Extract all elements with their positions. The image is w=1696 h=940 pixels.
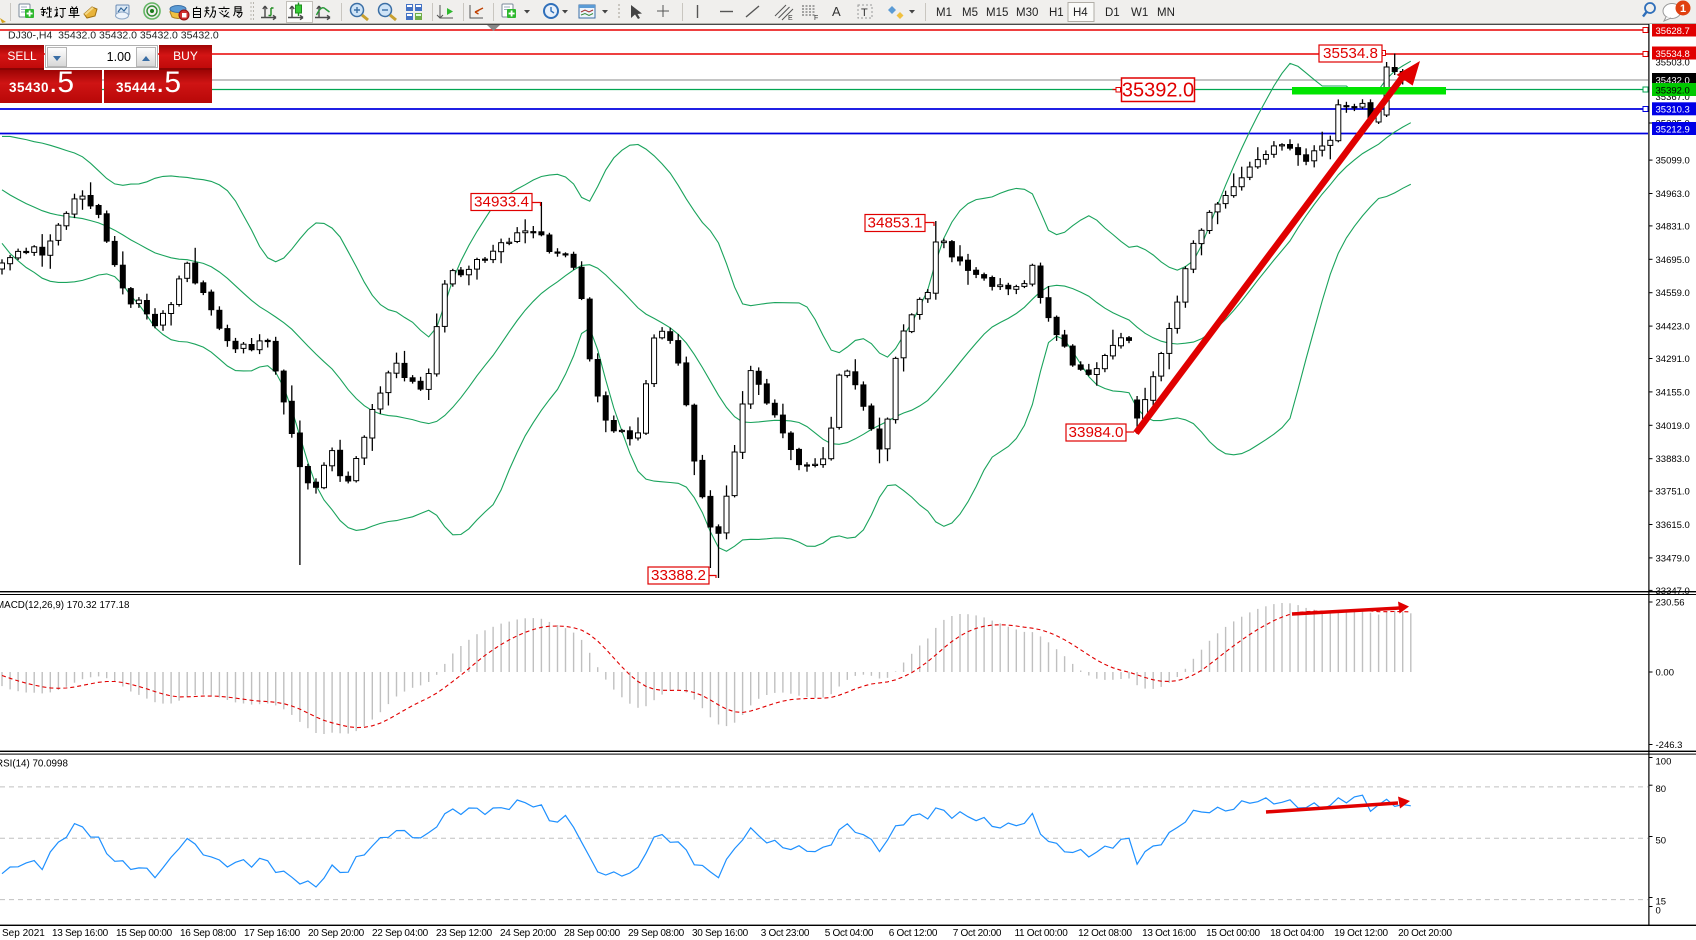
- svg-text:50: 50: [1656, 836, 1667, 847]
- svg-text:6 Oct 12:00: 6 Oct 12:00: [889, 928, 938, 939]
- svg-text:33984.0: 33984.0: [1069, 424, 1124, 441]
- svg-text:30 Sep 16:00: 30 Sep 16:00: [692, 928, 749, 939]
- svg-text:Sep 2021: Sep 2021: [2, 928, 45, 939]
- svg-text:1: 1: [1680, 3, 1686, 15]
- svg-text:22 Sep 04:00: 22 Sep 04:00: [372, 928, 429, 939]
- svg-text:34423.0: 34423.0: [1656, 322, 1690, 333]
- svg-text:7 Oct 20:00: 7 Oct 20:00: [953, 928, 1002, 939]
- svg-text:20 Oct 20:00: 20 Oct 20:00: [1398, 928, 1452, 939]
- svg-text:11 Oct 00:00: 11 Oct 00:00: [1015, 928, 1069, 939]
- svg-text:15 Sep 00:00: 15 Sep 00:00: [116, 928, 173, 939]
- svg-text:D1: D1: [1105, 7, 1120, 19]
- svg-text:35392.0: 35392.0: [1122, 80, 1194, 102]
- svg-text:35367.0: 35367.0: [1656, 92, 1690, 103]
- svg-text:0.00: 0.00: [1656, 668, 1675, 679]
- svg-text:16 Sep 08:00: 16 Sep 08:00: [180, 928, 237, 939]
- svg-text:34559.0: 34559.0: [1656, 288, 1690, 299]
- svg-text:33751.0: 33751.0: [1656, 487, 1690, 498]
- svg-text:W1: W1: [1131, 7, 1148, 19]
- svg-text:13 Oct 16:00: 13 Oct 16:00: [1142, 928, 1196, 939]
- svg-text:34853.1: 34853.1: [868, 215, 923, 232]
- svg-text:33479.0: 33479.0: [1656, 553, 1690, 564]
- svg-text:5 Oct 04:00: 5 Oct 04:00: [825, 928, 874, 939]
- svg-text:15 Oct 00:00: 15 Oct 00:00: [1206, 928, 1260, 939]
- svg-text:23 Sep 12:00: 23 Sep 12:00: [436, 928, 493, 939]
- svg-text:80: 80: [1656, 784, 1667, 795]
- svg-text:34933.4: 34933.4: [474, 194, 529, 211]
- svg-text:20 Sep 20:00: 20 Sep 20:00: [308, 928, 365, 939]
- svg-text:DJ30-,H4 35432.0 35432.0 3543: DJ30-,H4 35432.0 35432.0 35432.0 35432.0: [8, 30, 219, 42]
- svg-text:M5: M5: [962, 7, 978, 19]
- svg-text:34963.0: 34963.0: [1656, 189, 1690, 200]
- svg-text:18 Oct 04:00: 18 Oct 04:00: [1270, 928, 1324, 939]
- svg-text:RSI(14) 70.0998: RSI(14) 70.0998: [0, 759, 68, 770]
- svg-text:35310.3: 35310.3: [1656, 105, 1690, 116]
- svg-text:34695.0: 34695.0: [1656, 255, 1690, 266]
- svg-text:A: A: [832, 4, 841, 19]
- svg-text:3 Oct 23:00: 3 Oct 23:00: [761, 928, 810, 939]
- svg-text:M30: M30: [1016, 7, 1038, 19]
- svg-text:MN: MN: [1157, 7, 1175, 19]
- svg-text:33883.0: 33883.0: [1656, 454, 1690, 465]
- svg-text:F: F: [814, 15, 818, 22]
- svg-text:34831.0: 34831.0: [1656, 221, 1690, 232]
- svg-text:15: 15: [1656, 897, 1667, 908]
- svg-text:MACD(12,26,9) 170.32 177.18: MACD(12,26,9) 170.32 177.18: [0, 600, 130, 611]
- svg-text:33615.0: 33615.0: [1656, 520, 1690, 531]
- svg-text:29 Sep 08:00: 29 Sep 08:00: [628, 928, 685, 939]
- svg-text:35628.7: 35628.7: [1656, 26, 1690, 37]
- svg-text:13 Sep 16:00: 13 Sep 16:00: [52, 928, 109, 939]
- svg-text:M1: M1: [936, 7, 952, 19]
- svg-text:35392.0: 35392.0: [1656, 85, 1690, 96]
- svg-text:19 Oct 12:00: 19 Oct 12:00: [1334, 928, 1388, 939]
- svg-text:H4: H4: [1073, 7, 1088, 19]
- svg-text:17 Sep 16:00: 17 Sep 16:00: [244, 928, 301, 939]
- svg-text:E: E: [788, 15, 793, 22]
- svg-text:12 Oct 08:00: 12 Oct 08:00: [1078, 928, 1132, 939]
- svg-text:34019.0: 34019.0: [1656, 421, 1690, 432]
- svg-text:35432.0: 35432.0: [1656, 75, 1690, 86]
- svg-text:M15: M15: [986, 7, 1008, 19]
- svg-text:T: T: [861, 7, 868, 19]
- svg-text:35534.8: 35534.8: [1323, 45, 1378, 62]
- svg-text:28 Sep 00:00: 28 Sep 00:00: [564, 928, 621, 939]
- svg-text:35099.0: 35099.0: [1656, 156, 1690, 167]
- svg-text:0: 0: [1656, 906, 1661, 917]
- svg-text:100: 100: [1656, 757, 1672, 768]
- svg-text:35503.0: 35503.0: [1656, 58, 1690, 69]
- svg-text:35534.8: 35534.8: [1656, 49, 1690, 60]
- svg-text:24 Sep 20:00: 24 Sep 20:00: [500, 928, 557, 939]
- svg-text:H1: H1: [1049, 7, 1064, 19]
- svg-text:-246.3: -246.3: [1656, 740, 1683, 751]
- svg-text:34291.0: 34291.0: [1656, 354, 1690, 365]
- svg-text:35212.9: 35212.9: [1656, 124, 1690, 135]
- svg-text:230.56: 230.56: [1656, 598, 1685, 609]
- svg-text:34155.0: 34155.0: [1656, 387, 1690, 398]
- svg-text:33388.2: 33388.2: [651, 567, 706, 584]
